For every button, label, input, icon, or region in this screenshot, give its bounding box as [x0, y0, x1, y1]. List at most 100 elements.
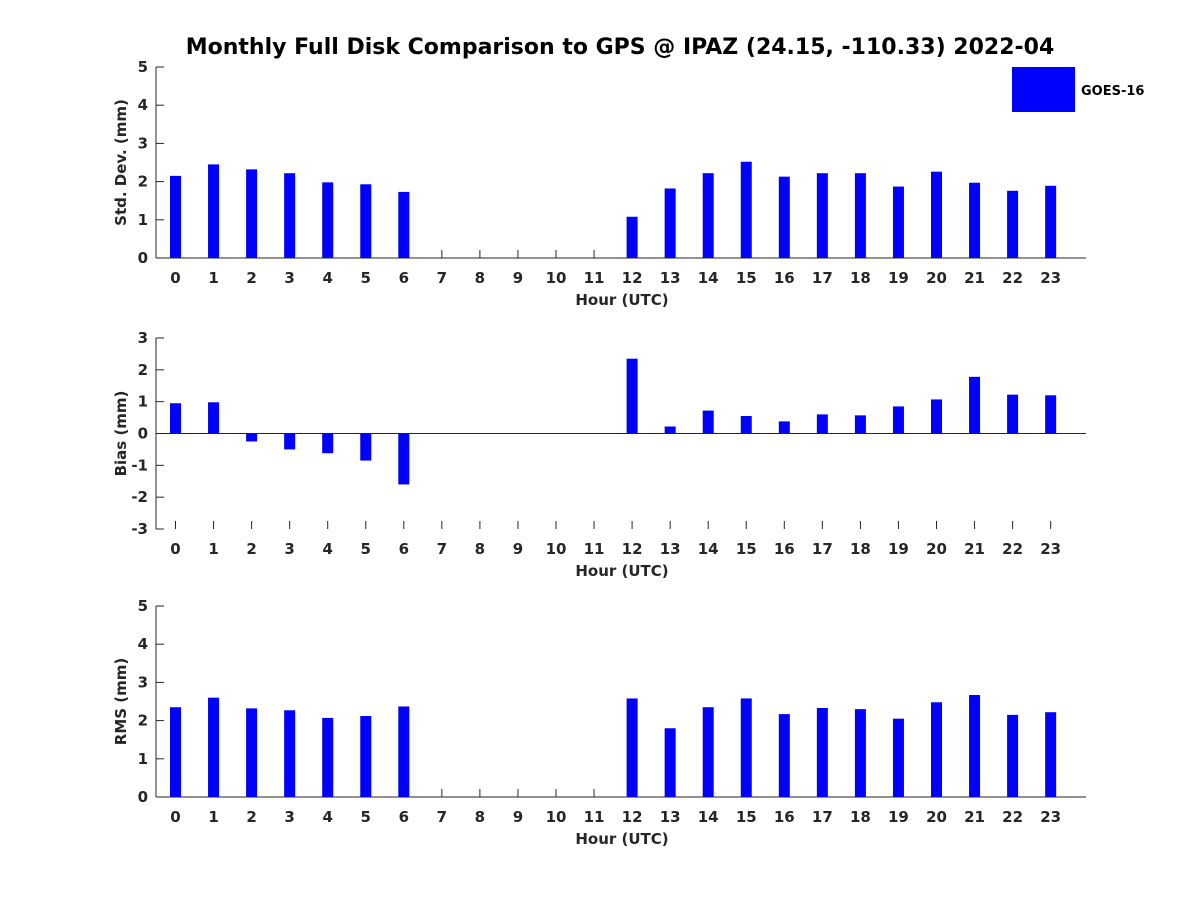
x-tick-label: 13	[660, 269, 681, 287]
legend: GOES-16	[1012, 67, 1144, 112]
x-tick-label: 23	[1040, 540, 1061, 558]
bar-hour-6	[398, 706, 410, 797]
y-axis-label: Std. Dev. (mm)	[112, 99, 130, 226]
x-tick-label: 19	[888, 808, 909, 826]
bar-hour-22	[1007, 714, 1019, 797]
x-tick-label: 13	[660, 540, 681, 558]
bar-hour-14	[702, 173, 714, 258]
x-tick-label: 20	[926, 808, 947, 826]
x-tick-label: 16	[774, 269, 795, 287]
bar-hour-0	[170, 403, 181, 434]
x-tick-label: 2	[246, 540, 256, 558]
x-tick-label: 10	[546, 540, 567, 558]
bar-hour-15	[740, 698, 752, 797]
bar-hour-23	[1045, 185, 1057, 258]
bar-hour-16	[778, 176, 790, 258]
bar-hour-3	[284, 173, 296, 258]
x-tick-label: 12	[622, 540, 643, 558]
x-tick-label: 1	[208, 269, 218, 287]
x-axis-label: Hour (UTC)	[575, 562, 668, 580]
x-tick-label: 8	[475, 540, 485, 558]
x-tick-label: 22	[1002, 540, 1023, 558]
bar-hour-21	[969, 695, 981, 797]
bar-hour-3	[284, 433, 296, 450]
x-tick-label: 8	[475, 808, 485, 826]
x-tick-label: 14	[698, 808, 719, 826]
x-tick-label: 9	[513, 540, 523, 558]
x-tick-label: 18	[850, 808, 871, 826]
x-tick-label: 9	[513, 808, 523, 826]
bar-hour-18	[854, 173, 866, 258]
y-tick-label: 1	[138, 393, 148, 411]
x-tick-label: 1	[208, 540, 218, 558]
x-tick-label: 22	[1002, 269, 1023, 287]
x-axis-label: Hour (UTC)	[575, 291, 668, 309]
bar-hour-4	[322, 433, 334, 454]
bar-hour-2	[246, 433, 258, 442]
bar-hour-3	[284, 710, 296, 797]
bar-hour-2	[246, 169, 258, 258]
y-tick-label: 4	[138, 96, 148, 114]
bar-hour-4	[322, 717, 334, 797]
x-tick-label: 16	[774, 808, 795, 826]
x-tick-label: 5	[361, 808, 371, 826]
y-tick-label: 3	[138, 673, 148, 691]
bar-hour-15	[740, 415, 752, 434]
bar-hour-17	[816, 707, 828, 797]
x-tick-label: 5	[361, 540, 371, 558]
x-tick-label: 1	[208, 808, 218, 826]
bar-hour-17	[816, 173, 828, 258]
bar-hour-0	[170, 707, 181, 797]
bar-hour-20	[931, 399, 942, 434]
x-tick-label: 0	[170, 808, 180, 826]
y-tick-label: 0	[138, 249, 148, 267]
y-tick-label: -2	[131, 488, 148, 506]
x-tick-label: 12	[622, 808, 643, 826]
y-tick-label: 1	[138, 750, 148, 768]
bar-hour-5	[360, 184, 372, 258]
x-tick-label: 19	[888, 540, 909, 558]
x-tick-label: 10	[546, 269, 567, 287]
bar-hour-16	[778, 714, 790, 797]
x-tick-label: 7	[437, 808, 447, 826]
bar-hour-13	[664, 188, 676, 258]
x-tick-label: 21	[964, 808, 985, 826]
bar-hour-14	[702, 410, 714, 434]
bar-hour-5	[360, 716, 372, 797]
x-tick-label: 23	[1040, 808, 1061, 826]
y-tick-label: 4	[138, 635, 148, 653]
x-tick-label: 4	[322, 269, 332, 287]
bar-hour-0	[170, 175, 181, 258]
bar-hour-21	[969, 182, 981, 258]
x-tick-label: 7	[437, 269, 447, 287]
bar-hour-22	[1007, 190, 1019, 258]
y-tick-label: 0	[138, 425, 148, 443]
x-tick-label: 9	[513, 269, 523, 287]
x-tick-label: 13	[660, 808, 681, 826]
bar-hour-19	[892, 406, 904, 434]
bar-hour-13	[664, 426, 676, 434]
x-tick-label: 17	[812, 808, 833, 826]
x-tick-label: 6	[399, 808, 409, 826]
bar-hour-6	[398, 433, 410, 485]
x-tick-label: 14	[698, 269, 719, 287]
bar-hour-4	[322, 182, 334, 258]
x-tick-label: 5	[361, 269, 371, 287]
x-tick-label: 21	[964, 269, 985, 287]
x-tick-label: 21	[964, 540, 985, 558]
bar-hour-12	[626, 698, 638, 797]
bar-hour-22	[1007, 394, 1019, 434]
x-tick-label: 16	[774, 540, 795, 558]
y-tick-label: 3	[138, 329, 148, 347]
bar-hour-23	[1045, 395, 1057, 434]
bar-hour-20	[931, 171, 942, 258]
bar-hour-6	[398, 191, 410, 258]
y-tick-label: 5	[138, 597, 148, 615]
y-tick-label: 2	[138, 173, 148, 191]
x-tick-label: 6	[399, 269, 409, 287]
y-axis-label: RMS (mm)	[112, 658, 130, 745]
bar-hour-23	[1045, 712, 1057, 797]
x-tick-label: 3	[284, 269, 294, 287]
